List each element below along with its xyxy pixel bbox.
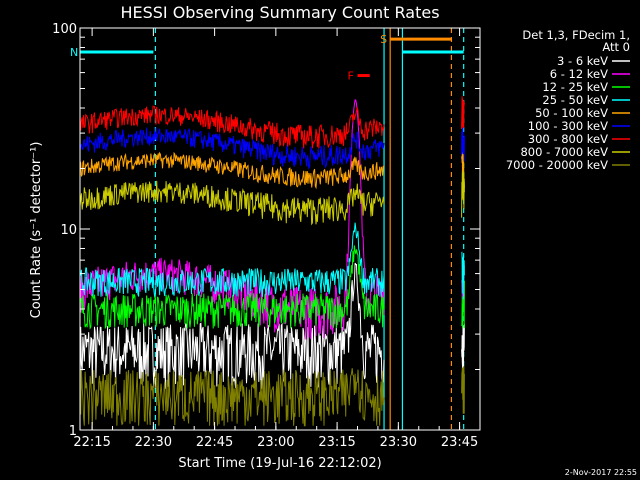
legend-label-6: 300 - 800 keV bbox=[528, 132, 608, 146]
series-line-4 bbox=[79, 151, 385, 190]
series-line-after-gap-8 bbox=[461, 366, 465, 414]
legend-header-line-2: Att 0 bbox=[602, 40, 630, 54]
legend-label-5: 100 - 300 keV bbox=[528, 119, 608, 133]
y-tick-label: 100 bbox=[52, 22, 77, 37]
legend-label-2: 12 - 25 keV bbox=[542, 80, 608, 94]
series-layer bbox=[79, 96, 465, 427]
series-line-2 bbox=[79, 245, 385, 330]
legend-label-7: 800 - 7000 keV bbox=[520, 145, 608, 159]
date-stamp: 2-Nov-2017 22:55 bbox=[565, 468, 637, 477]
chart-title: HESSI Observing Summary Count Rates bbox=[120, 3, 439, 22]
series-line-after-gap-5 bbox=[461, 123, 465, 162]
flag-label-3: F bbox=[348, 70, 354, 83]
series-line-after-gap-7 bbox=[461, 170, 465, 218]
series-line-after-gap-3 bbox=[461, 251, 465, 300]
legend-label-4: 50 - 100 keV bbox=[535, 106, 608, 120]
legend-label-0: 3 - 6 keV bbox=[557, 54, 608, 68]
y-axis-label: Count Rate (s⁻¹ detector⁻¹) bbox=[29, 142, 44, 319]
x-tick-label: 23:00 bbox=[257, 435, 294, 450]
x-tick-label: 22:15 bbox=[73, 435, 110, 450]
x-tick-label: 23:30 bbox=[380, 435, 417, 450]
y-tick-label: 10 bbox=[60, 223, 77, 238]
legend-header-line-1: Det 1,3, FDecim 1, bbox=[522, 28, 630, 42]
legend-label-1: 6 - 12 keV bbox=[550, 67, 608, 81]
series-line-0 bbox=[79, 262, 385, 390]
x-tick-label: 23:15 bbox=[318, 435, 355, 450]
x-tick-label: 23:45 bbox=[441, 435, 478, 450]
legend-label-3: 25 - 50 keV bbox=[542, 93, 608, 107]
x-axis-label: Start Time (19-Jul-16 22:12:02) bbox=[178, 456, 381, 471]
flag-label-0: N bbox=[70, 46, 78, 59]
legend-label-8: 7000 - 20000 keV bbox=[506, 158, 608, 172]
series-line-after-gap-6 bbox=[461, 96, 465, 130]
series-line-after-gap-2 bbox=[461, 280, 465, 329]
series-line-6 bbox=[79, 105, 385, 149]
y-tick-label: 1 bbox=[69, 424, 77, 439]
flag-bars-layer: N S F bbox=[70, 33, 464, 83]
series-line-3 bbox=[79, 222, 385, 299]
flag-label-1: S bbox=[380, 33, 387, 46]
series-line-8 bbox=[79, 368, 385, 427]
series-line-7 bbox=[79, 180, 385, 226]
x-tick-label: 22:30 bbox=[135, 435, 172, 450]
axes-layer: 22:15 22:30 22:45 23:00 23:15 23:30 23:45 1 10 10… bbox=[52, 22, 480, 450]
series-line-5 bbox=[79, 127, 385, 170]
x-tick-label: 22:45 bbox=[196, 435, 233, 450]
